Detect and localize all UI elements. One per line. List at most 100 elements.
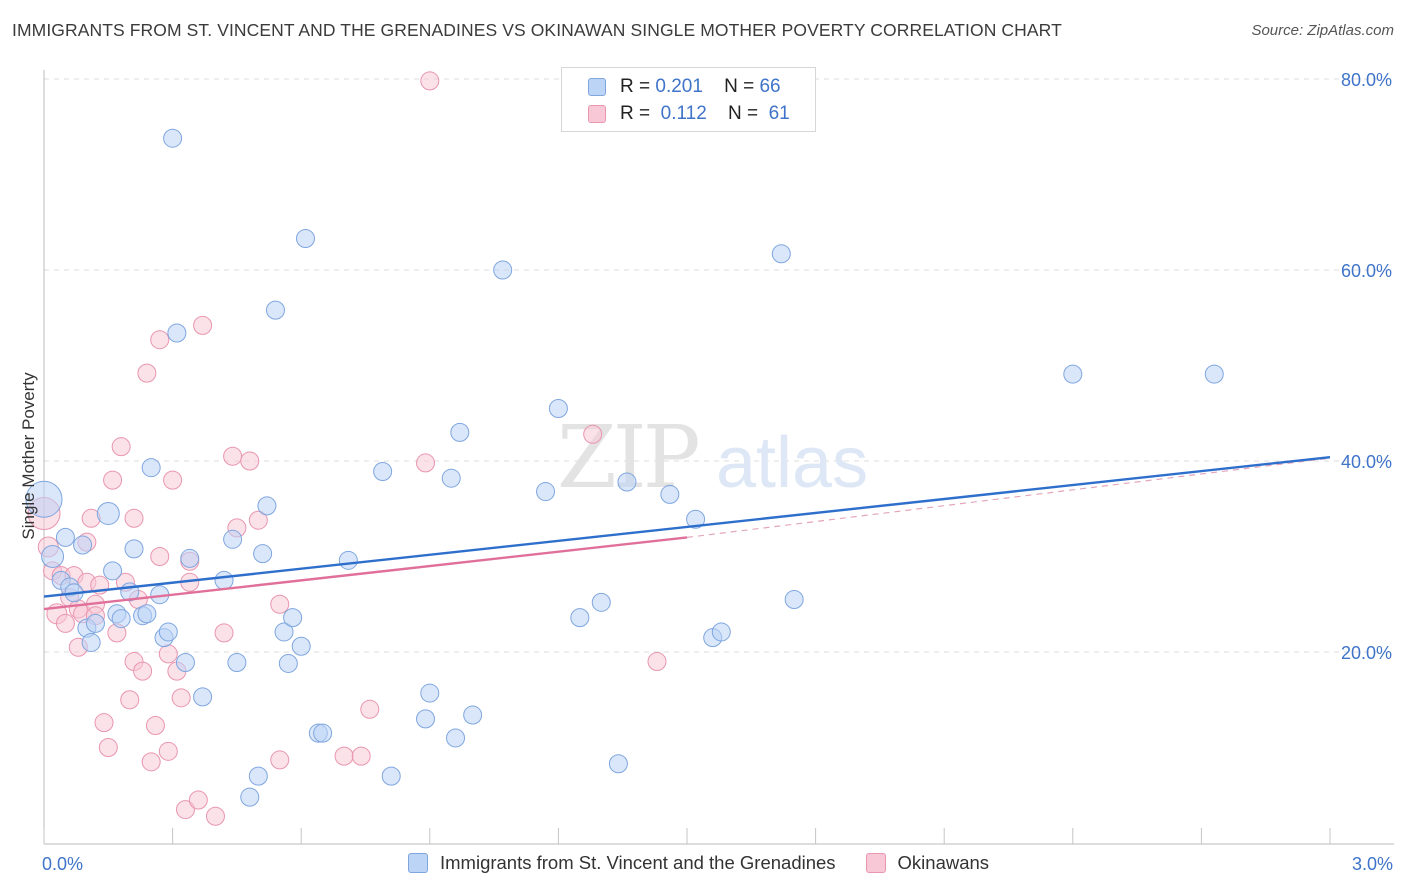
data-point-okinawans	[150, 330, 170, 350]
data-point-okinawans	[145, 716, 165, 736]
data-point-immigrants	[1063, 364, 1083, 384]
data-point-immigrants	[214, 570, 234, 590]
axes	[43, 70, 1394, 845]
data-point-okinawans	[193, 315, 213, 335]
legend-swatch-blue	[588, 78, 606, 96]
data-point-okinawans	[188, 790, 208, 810]
data-point-immigrants	[163, 128, 183, 148]
data-point-immigrants	[295, 228, 315, 248]
data-point-okinawans	[141, 752, 161, 772]
trend-line-immigrants	[43, 455, 1331, 598]
source-label: Source: ZipAtlas.com	[1251, 22, 1394, 39]
data-point-okinawans	[137, 363, 157, 383]
data-point-immigrants	[167, 323, 187, 343]
data-point-okinawans	[647, 652, 667, 672]
data-point-immigrants	[124, 539, 144, 559]
data-point-immigrants	[1204, 364, 1224, 384]
series-okinawans	[27, 71, 667, 826]
gridlines	[44, 78, 1394, 653]
data-point-immigrants	[137, 604, 157, 624]
data-point-immigrants	[450, 422, 470, 442]
data-point-immigrants	[463, 705, 483, 725]
chart-title: IMMIGRANTS FROM ST. VINCENT AND THE GREN…	[12, 20, 1062, 40]
legend-r-value: 0.112	[660, 103, 707, 124]
data-point-immigrants	[85, 613, 105, 633]
data-point-immigrants	[686, 509, 706, 529]
legend-row-immigrants: R = 0.201 N = 66	[588, 74, 781, 100]
y-tick-label: 80.0%	[1341, 70, 1392, 90]
data-point-okinawans	[270, 594, 290, 614]
data-point-immigrants	[660, 484, 680, 504]
bottom-legend-item-okinawans: Okinawans	[865, 852, 989, 874]
data-point-immigrants	[617, 472, 637, 492]
data-point-immigrants	[227, 653, 247, 673]
data-point-immigrants	[278, 653, 298, 673]
data-point-immigrants	[313, 723, 333, 743]
data-point-immigrants	[338, 550, 358, 570]
data-point-immigrants	[493, 260, 513, 280]
legend-r-value: 0.201	[655, 76, 703, 97]
trend-lines	[43, 455, 1331, 611]
legend-box: R = 0.201 N = 66 R = 0.112 N = 61	[561, 67, 816, 132]
y-tick-label: 20.0%	[1341, 643, 1392, 663]
legend-n-label: N =	[727, 103, 759, 124]
data-point-immigrants	[96, 502, 120, 526]
watermark: ZIP atlas	[557, 408, 868, 508]
data-point-immigrants	[193, 687, 213, 707]
data-point-okinawans	[351, 746, 371, 766]
data-point-okinawans	[223, 446, 243, 466]
data-point-immigrants	[274, 622, 294, 642]
bottom-legend-swatch-blue	[408, 853, 428, 873]
data-point-immigrants	[248, 766, 268, 786]
data-point-okinawans	[240, 451, 260, 471]
data-point-immigrants	[283, 608, 303, 628]
data-point-immigrants	[591, 592, 611, 612]
data-point-okinawans	[150, 547, 170, 566]
data-point-okinawans	[103, 470, 123, 490]
data-point-okinawans	[55, 613, 75, 633]
data-point-immigrants	[608, 754, 628, 774]
data-point-okinawans	[214, 623, 234, 643]
data-point-okinawans	[416, 453, 436, 473]
data-point-okinawans	[270, 750, 290, 770]
data-point-immigrants	[771, 244, 791, 264]
data-point-immigrants	[180, 548, 200, 568]
legend-swatch-pink	[588, 105, 606, 123]
data-point-immigrants	[158, 622, 178, 642]
data-point-okinawans	[158, 644, 178, 664]
bottom-legend-label-immigrants: Immigrants from St. Vincent and the Gren…	[440, 852, 836, 873]
data-point-immigrants	[73, 535, 93, 555]
x-tick-label: 3.0%	[1352, 854, 1393, 874]
data-point-immigrants	[784, 589, 804, 609]
data-point-immigrants	[548, 398, 568, 418]
data-point-okinawans	[111, 437, 131, 457]
data-point-okinawans	[133, 661, 153, 681]
x-tick-label: 0.0%	[42, 854, 83, 874]
series-immigrants	[25, 128, 1224, 807]
data-point-immigrants	[240, 787, 260, 807]
data-point-okinawans	[360, 699, 380, 719]
data-point-immigrants	[536, 482, 556, 502]
data-point-okinawans	[120, 690, 140, 710]
data-point-immigrants	[446, 728, 466, 748]
data-point-okinawans	[583, 424, 603, 444]
data-point-immigrants	[265, 300, 285, 320]
trend-line-okinawans	[43, 536, 688, 611]
y-tick-label: 60.0%	[1341, 261, 1392, 281]
data-point-immigrants	[441, 468, 461, 488]
y-tick-label: 40.0%	[1341, 452, 1392, 472]
data-point-immigrants	[416, 709, 436, 729]
legend-n-value: 61	[768, 103, 790, 124]
bottom-legend-item-immigrants: Immigrants from St. Vincent and the Gren…	[408, 852, 836, 874]
data-point-okinawans	[175, 800, 195, 820]
data-point-immigrants	[373, 462, 393, 482]
data-point-immigrants	[55, 527, 75, 547]
data-point-immigrants	[257, 496, 277, 516]
data-point-okinawans	[94, 713, 114, 733]
data-point-okinawans	[171, 688, 191, 708]
data-point-okinawans	[205, 806, 225, 826]
data-point-immigrants	[141, 458, 161, 478]
data-point-immigrants	[570, 608, 590, 628]
data-point-immigrants	[103, 561, 123, 581]
